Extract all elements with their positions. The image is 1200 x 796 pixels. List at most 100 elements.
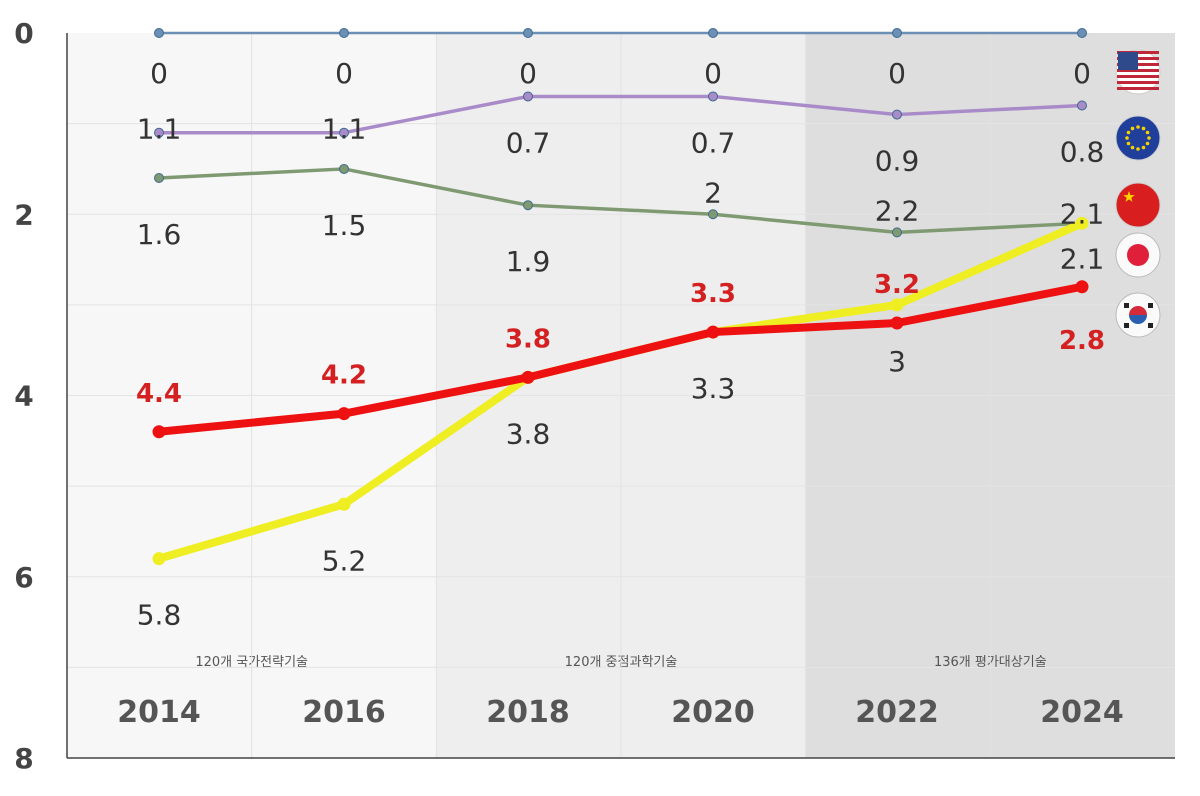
data-label: 1.1 — [137, 113, 182, 146]
us-flag-icon — [1115, 49, 1161, 95]
data-label: 3.2 — [874, 270, 920, 300]
data-label: 0 — [335, 57, 353, 90]
series-line-eu — [159, 94, 1083, 135]
data-point — [892, 28, 902, 38]
eu-flag-icon — [1115, 115, 1161, 161]
flag-star — [1141, 145, 1146, 150]
data-point — [892, 109, 902, 120]
korea-flag-icon — [1115, 292, 1161, 338]
flag-star — [1141, 126, 1146, 131]
data-point — [152, 425, 166, 439]
china-flag-icon — [1115, 182, 1161, 228]
flag-star — [1136, 125, 1140, 129]
data-point — [708, 28, 718, 38]
y-tick-label: 6 — [14, 561, 33, 594]
data-label: 3.3 — [690, 279, 736, 309]
data-point — [521, 370, 535, 384]
flag-star — [1123, 191, 1135, 202]
data-label: 3.8 — [506, 417, 551, 450]
flag-star — [1145, 130, 1150, 135]
flag-star — [1145, 141, 1150, 146]
data-label: 0 — [704, 57, 722, 90]
data-label: 3.3 — [691, 372, 736, 405]
data-point — [154, 28, 164, 38]
data-point — [892, 227, 902, 238]
flag-base — [1115, 182, 1161, 228]
data-label: 1.1 — [322, 113, 367, 146]
data-point — [1075, 280, 1089, 294]
data-label: 2 — [704, 176, 722, 209]
data-point — [337, 497, 351, 511]
flag-stripe — [1117, 69, 1159, 72]
flag-star — [1136, 147, 1140, 151]
x-tick-label: 2018 — [486, 695, 570, 730]
data-point — [339, 28, 349, 38]
flag-trigram — [1148, 323, 1153, 328]
data-point — [152, 552, 166, 566]
flag-star — [1147, 136, 1151, 140]
flag-star — [1130, 126, 1135, 131]
data-label: 0 — [888, 57, 906, 90]
data-label: 3 — [888, 345, 906, 378]
data-point — [1075, 216, 1089, 230]
flag-sun — [1127, 244, 1149, 266]
data-point — [339, 163, 349, 174]
data-point — [708, 91, 718, 102]
data-label: 2.1 — [1060, 197, 1105, 230]
data-label: 0 — [150, 57, 168, 90]
flag-star — [1126, 130, 1131, 135]
data-label: 0.7 — [506, 126, 551, 159]
data-label: 0.7 — [691, 126, 736, 159]
flag-star — [1130, 145, 1135, 150]
data-label: 4.4 — [136, 379, 182, 409]
data-label: 2.2 — [875, 194, 920, 227]
data-point — [890, 316, 904, 330]
data-label: 4.2 — [321, 361, 367, 391]
flag-stripe — [1117, 75, 1159, 78]
series-line-korea — [158, 282, 1083, 436]
flag-star — [1125, 136, 1129, 140]
data-label: 5.2 — [322, 544, 367, 577]
data-point — [1077, 100, 1087, 111]
x-tick-label: 2024 — [1040, 695, 1124, 730]
data-point — [706, 325, 720, 339]
data-point — [154, 127, 164, 138]
data-label: 1.6 — [137, 218, 182, 251]
x-tick-label: 2016 — [302, 695, 386, 730]
data-point — [523, 91, 533, 102]
flag-stripe — [1117, 81, 1159, 84]
data-point — [708, 209, 718, 220]
flag-canton — [1118, 52, 1138, 70]
data-label: 2.1 — [1060, 242, 1105, 275]
data-label: 0 — [519, 57, 537, 90]
flag-taegeuk-blue — [1129, 315, 1147, 324]
data-label: 3.8 — [505, 324, 551, 354]
data-label: 0.8 — [1060, 136, 1105, 169]
data-point — [523, 28, 533, 38]
y-tick-label: 0 — [14, 17, 33, 50]
data-point — [890, 298, 904, 312]
japan-flag-icon — [1115, 232, 1161, 278]
data-label: 2.8 — [1059, 326, 1105, 356]
data-point — [337, 407, 351, 421]
data-point — [1077, 28, 1087, 38]
data-label: 1.5 — [322, 209, 367, 242]
flag-stripe — [1117, 87, 1159, 90]
flag-trigram — [1124, 323, 1129, 328]
flag-trigram — [1124, 303, 1129, 308]
series-line-china — [158, 167, 1083, 235]
data-point — [339, 127, 349, 138]
data-label: 0.9 — [875, 145, 920, 178]
data-point — [154, 173, 164, 183]
data-point — [523, 200, 533, 211]
x-tick-label: 2014 — [117, 695, 201, 730]
data-label: 1.9 — [506, 245, 551, 278]
y-tick-label: 2 — [14, 198, 33, 231]
data-label: 5.8 — [137, 599, 182, 632]
data-label: 0 — [1073, 57, 1091, 90]
flag-star — [1126, 141, 1131, 146]
y-tick-label: 4 — [14, 380, 33, 413]
flag-trigram — [1148, 303, 1153, 308]
y-tick-label: 8 — [14, 742, 33, 775]
